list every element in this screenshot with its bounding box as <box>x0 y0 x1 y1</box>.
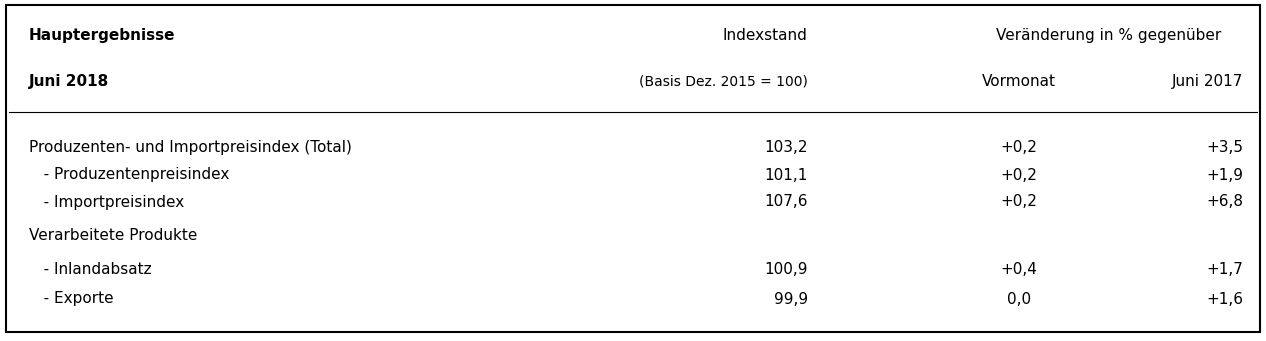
Text: Produzenten- und Importpreisindex (Total): Produzenten- und Importpreisindex (Total… <box>29 140 352 155</box>
Text: 101,1: 101,1 <box>765 167 808 182</box>
Text: Vormonat: Vormonat <box>982 74 1056 89</box>
Text: - Exporte: - Exporte <box>29 292 114 307</box>
Text: +1,9: +1,9 <box>1206 167 1243 182</box>
Text: 0,0: 0,0 <box>1006 292 1032 307</box>
Text: +0,2: +0,2 <box>1000 140 1038 155</box>
Text: Verarbeitete Produkte: Verarbeitete Produkte <box>29 228 197 243</box>
FancyBboxPatch shape <box>6 5 1260 332</box>
Text: Hauptergebnisse: Hauptergebnisse <box>29 28 176 43</box>
Text: +6,8: +6,8 <box>1206 194 1243 209</box>
Text: +1,6: +1,6 <box>1206 292 1243 307</box>
Text: Juni 2018: Juni 2018 <box>29 74 109 89</box>
Text: +1,7: +1,7 <box>1206 263 1243 278</box>
Text: +3,5: +3,5 <box>1206 140 1243 155</box>
Text: 99,9: 99,9 <box>774 292 808 307</box>
Text: 100,9: 100,9 <box>765 263 808 278</box>
Text: - Produzentenpreisindex: - Produzentenpreisindex <box>29 167 229 182</box>
Text: +0,2: +0,2 <box>1000 194 1038 209</box>
Text: - Inlandabsatz: - Inlandabsatz <box>29 263 152 278</box>
Text: - Importpreisindex: - Importpreisindex <box>29 194 185 209</box>
Text: +0,4: +0,4 <box>1000 263 1038 278</box>
Text: Indexstand: Indexstand <box>723 28 808 43</box>
Text: Veränderung in % gegenüber: Veränderung in % gegenüber <box>996 28 1222 43</box>
Text: 103,2: 103,2 <box>765 140 808 155</box>
Text: +0,2: +0,2 <box>1000 167 1038 182</box>
Text: Juni 2017: Juni 2017 <box>1172 74 1243 89</box>
Text: 107,6: 107,6 <box>765 194 808 209</box>
Text: (Basis Dez. 2015 = 100): (Basis Dez. 2015 = 100) <box>639 75 808 89</box>
